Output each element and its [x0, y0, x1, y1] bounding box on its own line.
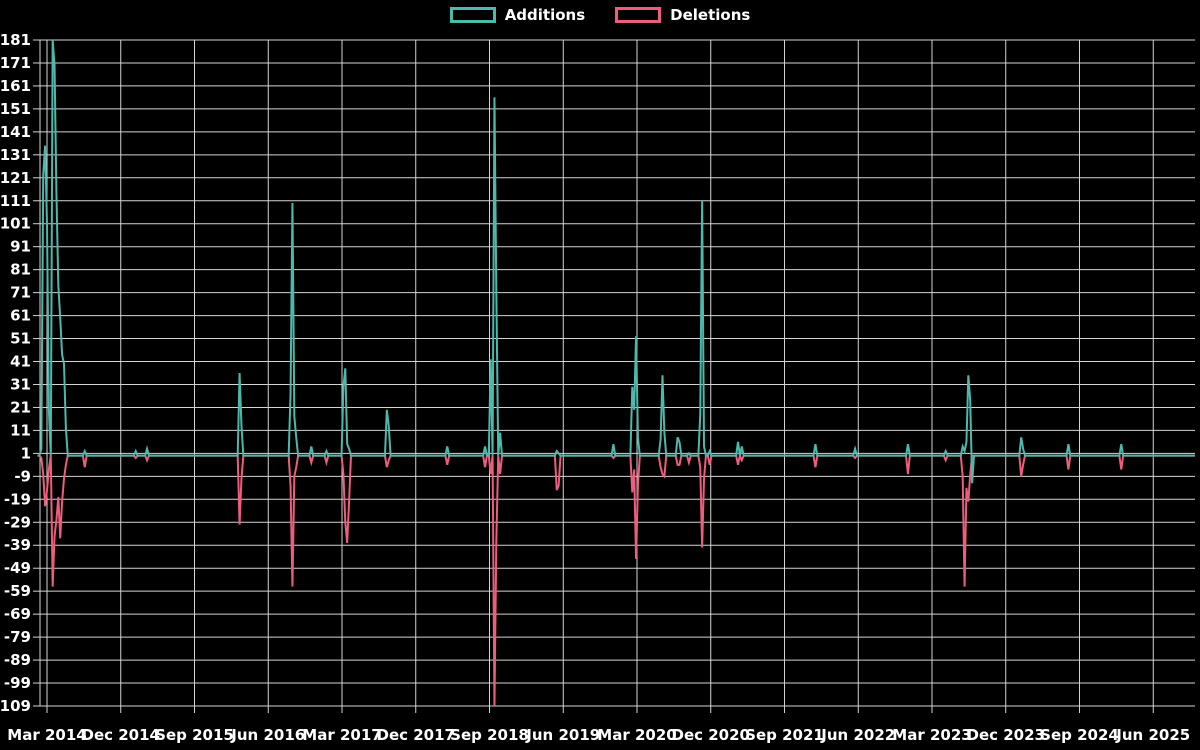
y-tick-label: 51 — [10, 330, 31, 348]
y-tick-label: 141 — [0, 123, 31, 141]
chart-legend: Additions Deletions — [0, 7, 1200, 23]
y-tick-label: -29 — [4, 513, 31, 531]
additions-line — [37, 39, 1195, 484]
legend-label-additions: Additions — [504, 6, 586, 24]
x-tick-label: Sep 2021 — [745, 726, 824, 744]
x-tick-label: Dec 2020 — [672, 726, 751, 744]
x-tick-label: Jun 2022 — [820, 726, 895, 744]
y-tick-label: -89 — [4, 651, 31, 669]
deletions-swatch-icon — [615, 7, 662, 23]
x-tick-label: Jun 2019 — [525, 726, 600, 744]
x-tick-label: Mar 2014 — [7, 726, 86, 744]
x-tick-label: Dec 2023 — [967, 726, 1046, 744]
y-tick-label: 1 — [21, 444, 31, 462]
legend-item-additions[interactable]: Additions — [449, 6, 586, 24]
x-tick-label: Jun 2025 — [1115, 726, 1190, 744]
y-tick-label: -109 — [0, 697, 31, 715]
legend-item-deletions[interactable]: Deletions — [615, 7, 750, 23]
additions-swatch-icon — [449, 7, 496, 23]
x-tick-label: Sep 2024 — [1040, 726, 1119, 744]
x-tick-label: Mar 2020 — [597, 726, 676, 744]
y-tick-label: 91 — [10, 238, 31, 256]
y-tick-label: 21 — [10, 398, 31, 416]
y-tick-label: 121 — [0, 169, 31, 187]
y-tick-label: 151 — [0, 100, 31, 118]
y-tick-label: -49 — [4, 559, 31, 577]
y-tick-label: 61 — [10, 307, 31, 325]
y-tick-label: 181 — [0, 31, 31, 49]
y-tick-label: -69 — [4, 605, 31, 623]
y-tick-label: 81 — [10, 261, 31, 279]
x-tick-label: Mar 2023 — [892, 726, 971, 744]
x-tick-label: Jun 2016 — [230, 726, 305, 744]
y-tick-label: 131 — [0, 146, 31, 164]
y-tick-label: 111 — [0, 192, 31, 210]
y-tick-label: 171 — [0, 54, 31, 72]
legend-label-deletions: Deletions — [670, 6, 751, 24]
deletions-line — [37, 452, 1195, 707]
y-tick-label: -39 — [4, 536, 31, 554]
grid — [40, 39, 1195, 707]
x-tick-label: Mar 2017 — [302, 726, 381, 744]
y-tick-label: -99 — [4, 674, 31, 692]
y-tick-label: 101 — [0, 215, 31, 233]
y-tick-label: -79 — [4, 628, 31, 646]
y-tick-label: -19 — [4, 490, 31, 508]
x-tick-label: Sep 2018 — [450, 726, 529, 744]
x-tick-label: Dec 2017 — [377, 726, 456, 744]
y-tick-label: -9 — [14, 467, 31, 485]
y-tick-label: 161 — [0, 77, 31, 95]
x-tick-label: Dec 2014 — [82, 726, 161, 744]
y-tick-label: 31 — [10, 375, 31, 393]
axes: 1811711611511411311211111019181716151413… — [0, 31, 1190, 744]
y-tick-label: 11 — [10, 421, 31, 439]
y-tick-label: 71 — [10, 284, 31, 302]
x-tick-label: Sep 2015 — [155, 726, 234, 744]
series — [37, 39, 1195, 707]
y-tick-label: -59 — [4, 582, 31, 600]
y-tick-label: 41 — [10, 353, 31, 371]
